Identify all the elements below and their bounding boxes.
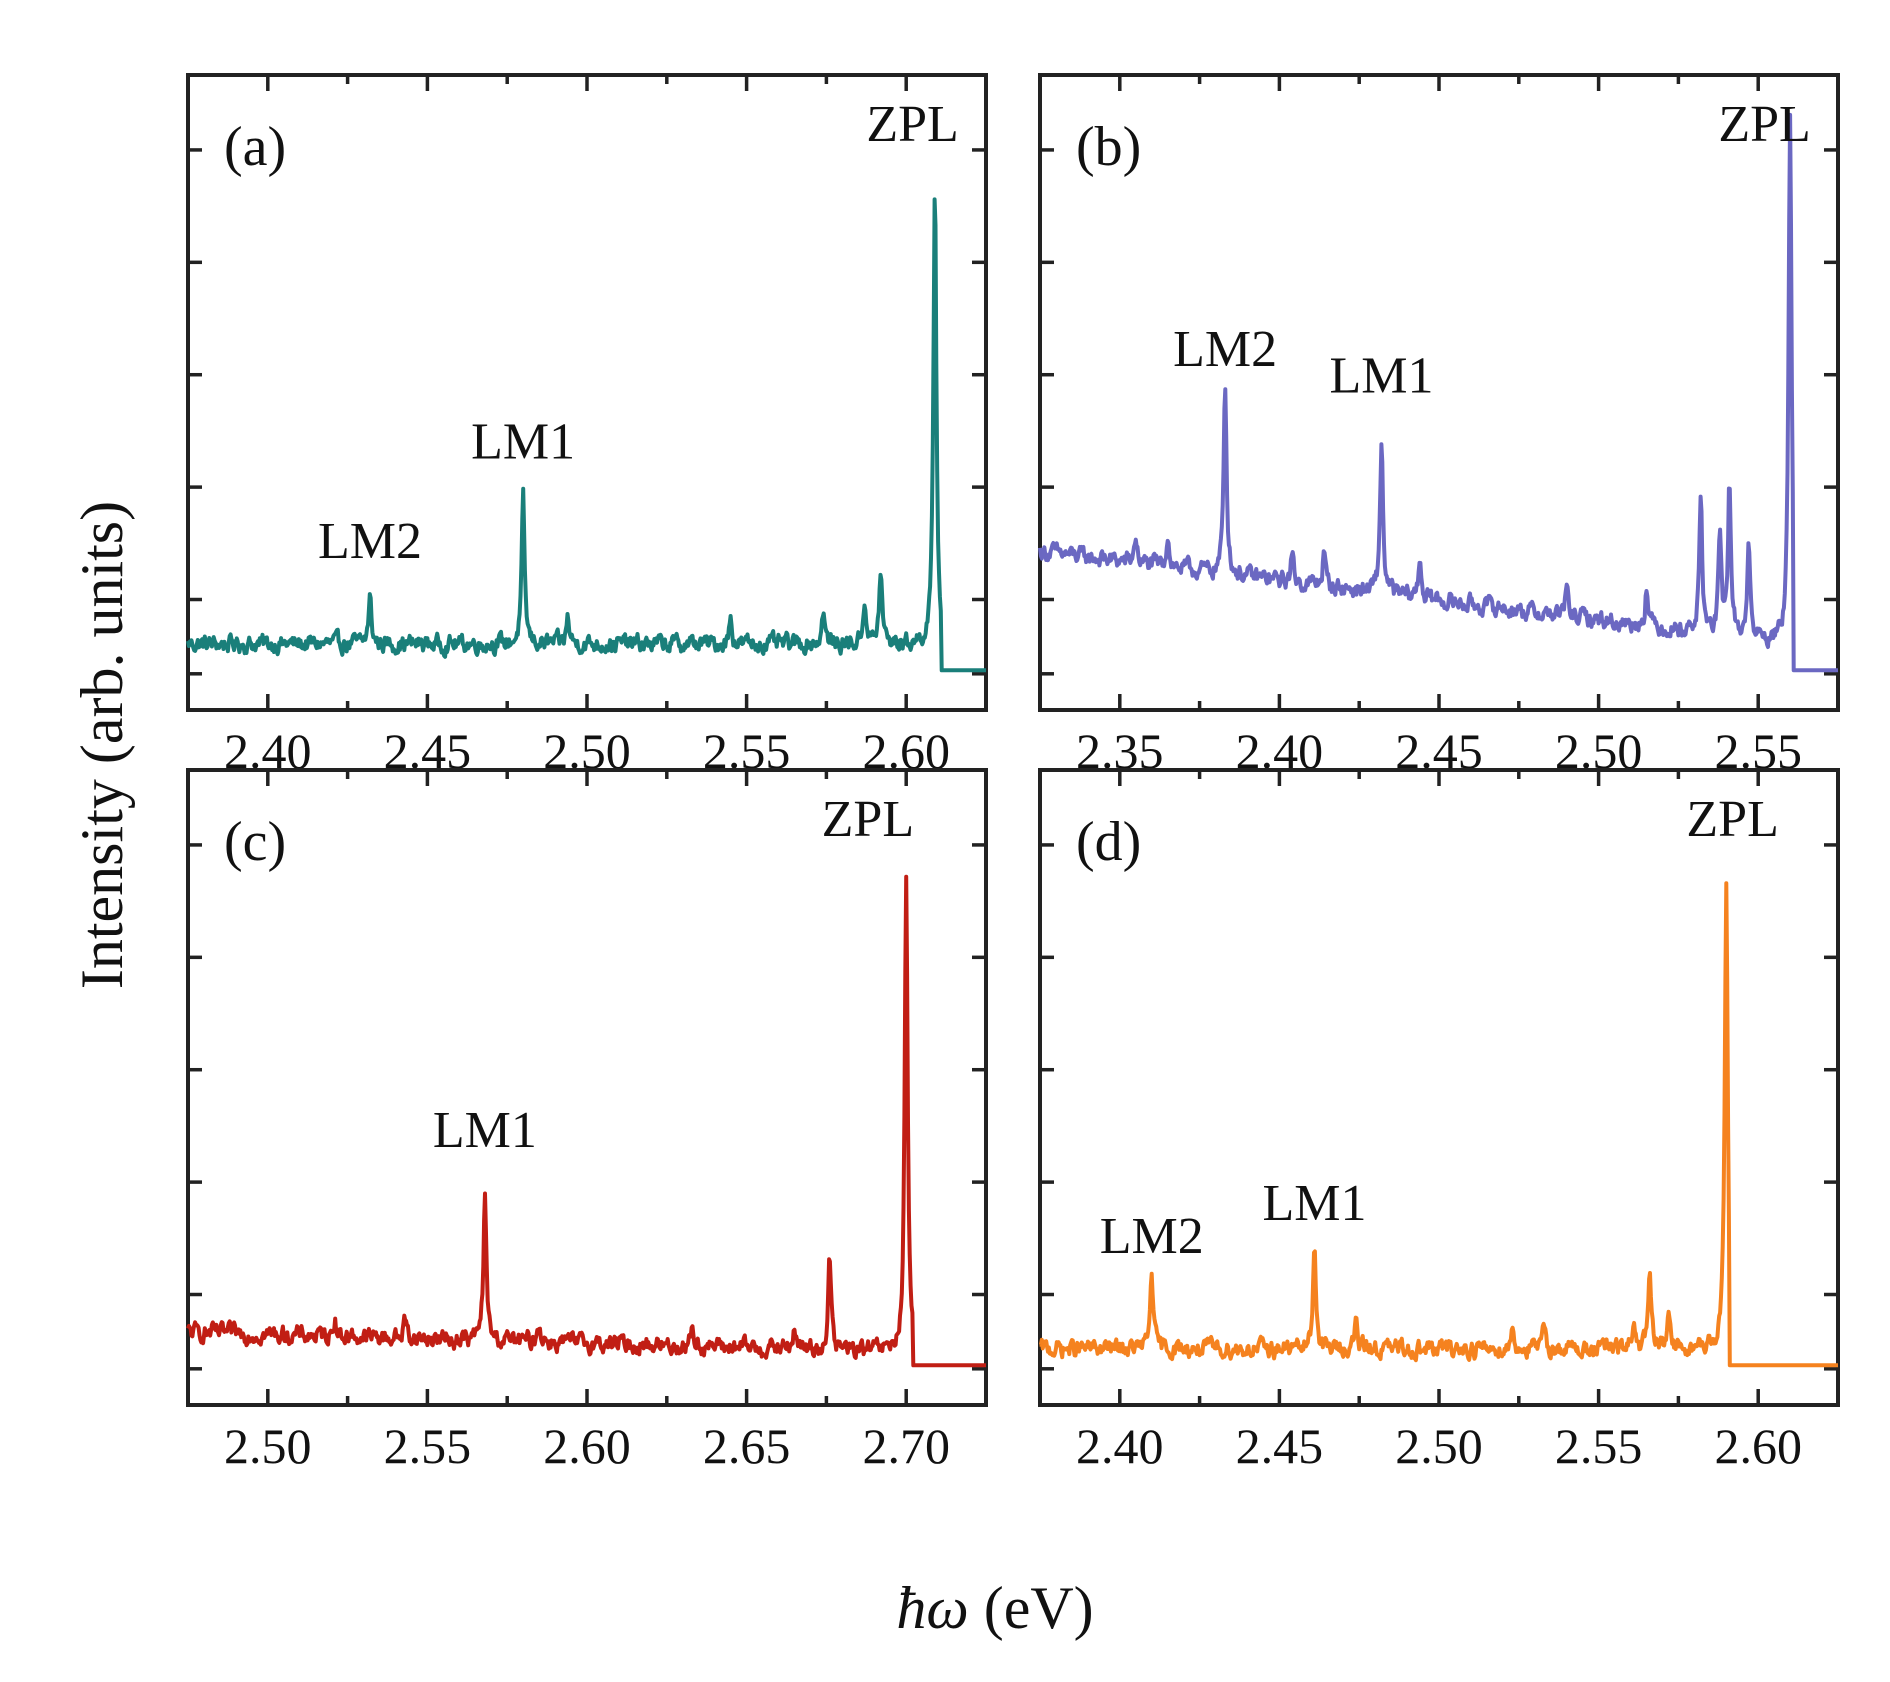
x-tick-label: 2.60 [543, 1418, 631, 1474]
panel-label: (b) [1076, 116, 1141, 178]
x-tick-label: 2.50 [1395, 1418, 1483, 1474]
x-tick-label: 2.65 [703, 1418, 791, 1474]
peak-annotation-lm1: LM1 [471, 414, 575, 471]
peak-annotation-zpl: ZPL [822, 791, 914, 848]
x-tick-label: 2.40 [1076, 1418, 1164, 1474]
panel-c: 2.50 2.55 2.60 2.65 2.70 (c) LM1 ZPL [186, 768, 988, 1474]
peak-annotation-lm2: LM2 [1173, 321, 1277, 378]
x-tick-label: 2.45 [1236, 1418, 1324, 1474]
y-axis-label: Intensity (arb. units) [69, 501, 135, 989]
peak-annotation-zpl: ZPL [1718, 96, 1810, 153]
panel-label: (a) [224, 116, 286, 178]
x-tick-label: 2.60 [1714, 1418, 1802, 1474]
x-axis-label: ħω (eV) [896, 1575, 1093, 1641]
spectrum-line [1038, 881, 1840, 1368]
peak-annotation-zpl: ZPL [866, 96, 958, 153]
peak-annotation-lm2: LM2 [1100, 1208, 1204, 1265]
spectrum-line [1038, 112, 1840, 673]
x-tick-label: 2.55 [1555, 1418, 1643, 1474]
panel-label: (d) [1076, 811, 1141, 873]
x-axis-label-unit: (eV) [969, 1575, 1094, 1641]
panel-d: 2.40 2.45 2.50 2.55 2.60 (d) LM2 LM1 ZPL [1038, 768, 1840, 1474]
panel-label: (c) [224, 811, 286, 873]
peak-annotation-zpl: ZPL [1686, 791, 1778, 848]
peak-annotation-lm1: LM1 [433, 1102, 537, 1159]
spectrum-line [186, 874, 988, 1368]
plot-frame [186, 768, 988, 1407]
x-tick-label: 2.50 [224, 1418, 312, 1474]
peak-annotation-lm1: LM1 [1263, 1175, 1367, 1232]
peak-annotation-lm1: LM1 [1330, 348, 1434, 405]
x-tick-label: 2.70 [862, 1418, 950, 1474]
spectrum-line [186, 197, 988, 673]
x-axis-label-symbol: ħω [896, 1575, 968, 1641]
x-tick-label: 2.55 [384, 1418, 472, 1474]
plot-frame [1038, 73, 1840, 712]
peak-annotation-lm2: LM2 [318, 513, 422, 570]
